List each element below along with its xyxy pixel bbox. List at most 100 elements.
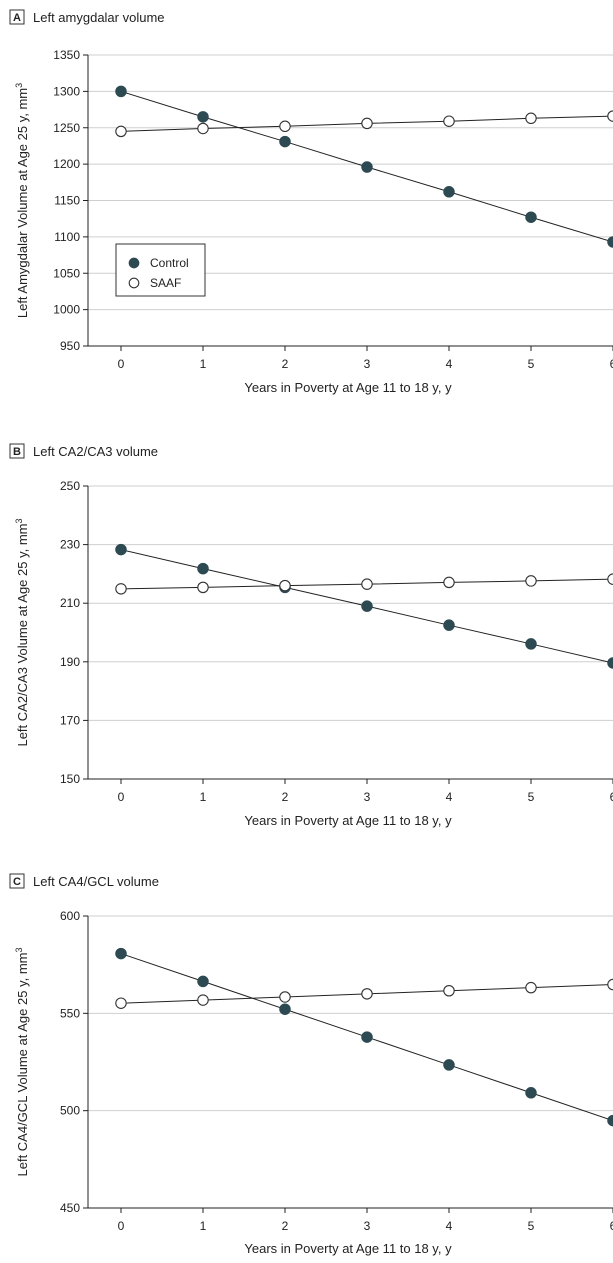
point-control [279, 1003, 291, 1015]
x-tick-label: 3 [364, 790, 371, 804]
y-tick-label: 1100 [54, 230, 80, 244]
x-tick-label: 1 [200, 357, 207, 371]
x-axis-title: Years in Poverty at Age 11 to 18 y, y [244, 380, 452, 395]
panel-a: A Left amygdalar volume 950 1000 1050 1100 115… [9, 9, 613, 395]
panel-title: Left CA4/GCL volume [33, 874, 159, 889]
x-tick-label: 5 [528, 1219, 535, 1233]
y-tick-label: 950 [60, 339, 80, 353]
point-control [607, 236, 613, 248]
x-axis-title: Years in Poverty at Age 11 to 18 y, y [244, 1241, 452, 1256]
point-control [361, 161, 373, 173]
point-control [443, 186, 455, 198]
point-saaf [607, 110, 613, 122]
x-tick-label: 3 [364, 357, 371, 371]
panel-letter-box [9, 873, 25, 889]
x-tick-label: 6 [610, 357, 613, 371]
x-tick-label: 2 [282, 1219, 289, 1233]
y-tick-label: 1250 [53, 121, 80, 135]
x-tick-label: 0 [118, 357, 125, 371]
x-tick-label: 1 [200, 1219, 207, 1233]
x-tick-label: 4 [446, 357, 453, 371]
y-tick-label: 250 [60, 479, 80, 493]
y-axis-title: Left Amygdalar Volume at Age 25 y, mm3 [14, 83, 30, 318]
point-saaf [607, 573, 613, 585]
x-tick-label: 2 [282, 357, 289, 371]
y-axis-title-superscript: 3 [14, 518, 24, 523]
point-saaf [525, 981, 537, 994]
point-saaf [361, 988, 373, 1000]
x-tick-label: 6 [610, 790, 613, 804]
x-tick-label: 5 [528, 357, 535, 371]
legend-label-saaf: SAAF [150, 276, 181, 290]
y-tick-label: 1300 [53, 84, 80, 98]
point-control [279, 135, 291, 148]
point-control [443, 619, 455, 631]
point-saaf [443, 115, 455, 127]
point-control [525, 1087, 537, 1099]
legend-box [115, 243, 206, 297]
y-tick-label: 600 [60, 909, 80, 923]
point-control [197, 562, 209, 575]
point-saaf [361, 578, 373, 590]
legend-marker-saaf [128, 277, 140, 289]
x-tick-label: 2 [282, 790, 289, 804]
panel-letter: B [13, 446, 21, 458]
point-control [607, 1114, 613, 1127]
point-saaf [197, 994, 209, 1006]
y-tick-label: 1150 [54, 194, 80, 208]
panel-c: C Left CA4/GCL volume 450 500 550 600 0 1 2 3 4 5 6 Y… [9, 873, 613, 1256]
x-tick-label: 0 [118, 1219, 125, 1233]
panel-letter-box [9, 9, 25, 25]
y-tick-label: 230 [60, 538, 80, 552]
y-tick-label: 1050 [53, 266, 80, 280]
legend-marker-control [128, 257, 140, 269]
panel-title: Left CA2/CA3 volume [33, 444, 158, 459]
panel-letter-box [9, 443, 25, 459]
x-tick-label: 5 [528, 790, 535, 804]
point-saaf [525, 112, 537, 125]
point-saaf [115, 583, 127, 595]
y-axis-title-superscript: 3 [14, 947, 24, 952]
point-control [443, 1059, 455, 1071]
panel-title: Left amygdalar volume [33, 10, 165, 25]
x-tick-label: 4 [446, 790, 453, 804]
point-saaf [279, 120, 291, 133]
x-tick-label: 3 [364, 1219, 371, 1233]
y-tick-label: 1200 [53, 157, 80, 171]
point-control [115, 85, 127, 98]
y-tick-label: 1000 [53, 303, 80, 317]
point-saaf [361, 117, 373, 130]
point-saaf [443, 576, 455, 589]
panel-letter: A [13, 12, 21, 24]
y-axis-title: Left CA2/CA3 Volume at Age 25 y, mm3 [14, 518, 30, 746]
y-tick-label: 210 [60, 596, 80, 610]
x-tick-label: 6 [610, 1219, 613, 1233]
panel-b: B Left CA2/CA3 volume 150 170 190 210 230 250 0 1… [9, 443, 613, 828]
x-tick-label: 0 [118, 790, 125, 804]
x-axis-title: Years in Poverty at Age 11 to 18 y, y [244, 813, 452, 828]
point-saaf [279, 579, 291, 592]
y-tick-label: 150 [60, 772, 80, 786]
point-saaf [115, 997, 127, 1009]
y-tick-label: 450 [60, 1201, 80, 1215]
x-tick-label: 1 [200, 790, 207, 804]
x-tick-label: 4 [446, 1219, 453, 1233]
point-saaf [197, 122, 209, 135]
point-saaf [443, 985, 455, 997]
point-control [525, 211, 537, 223]
point-saaf [279, 991, 291, 1003]
point-control [525, 638, 537, 650]
y-tick-label: 500 [60, 1104, 80, 1118]
y-axis-title-superscript: 3 [14, 83, 24, 88]
point-control [197, 975, 209, 988]
point-control [115, 947, 127, 960]
y-tick-label: 170 [60, 713, 80, 727]
legend: Control SAAF [115, 243, 206, 297]
point-control [361, 1031, 373, 1043]
point-saaf [197, 581, 209, 594]
legend-label-control: Control [150, 256, 189, 270]
point-control [607, 657, 613, 669]
y-tick-label: 1350 [53, 48, 80, 62]
y-tick-label: 550 [60, 1006, 80, 1020]
